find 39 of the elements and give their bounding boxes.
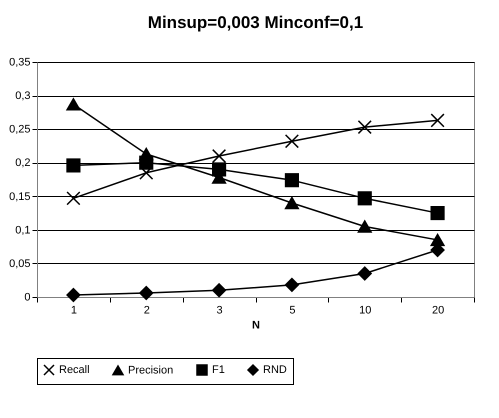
y-tick-label: 0,35 (9, 56, 30, 68)
point (358, 266, 372, 281)
y-tick-label: 0 (24, 292, 30, 304)
legend-label: RND (263, 364, 287, 376)
point (212, 283, 226, 298)
legend-label: Recall (59, 364, 90, 376)
x-axis-title: N (252, 320, 260, 332)
x-tick-label: 2 (144, 304, 150, 316)
point (284, 173, 299, 188)
legend-label: F1 (212, 364, 225, 376)
legend-label: Precision (128, 364, 174, 376)
point (358, 220, 372, 233)
point (139, 156, 154, 170)
chart-title: Minsup=0,003 Minconf=0,1 (148, 13, 364, 32)
point (66, 191, 80, 206)
point (430, 206, 445, 220)
x-tick-label: 10 (359, 304, 372, 316)
y-tick-label: 0,1 (15, 224, 30, 236)
point (212, 162, 226, 177)
point (66, 158, 80, 172)
x-tick-label: 1 (70, 304, 77, 316)
point (358, 120, 372, 134)
point (66, 288, 80, 302)
point (212, 148, 226, 164)
y-tick-label: 0,25 (9, 124, 30, 136)
x-tick-label: 20 (432, 304, 444, 316)
y-tick-label: 0,3 (15, 90, 30, 102)
point (430, 113, 445, 128)
y-tick-label: 0,15 (9, 190, 30, 203)
point (284, 196, 299, 210)
x-tick-label: 3 (216, 304, 223, 316)
point (66, 98, 80, 111)
y-tick-label: 0,05 (9, 258, 30, 270)
x-tick-label: 5 (289, 304, 296, 316)
point (358, 191, 372, 206)
point (139, 286, 154, 300)
point (284, 134, 299, 148)
point (284, 278, 299, 292)
y-tick-label: 0,2 (15, 157, 30, 170)
